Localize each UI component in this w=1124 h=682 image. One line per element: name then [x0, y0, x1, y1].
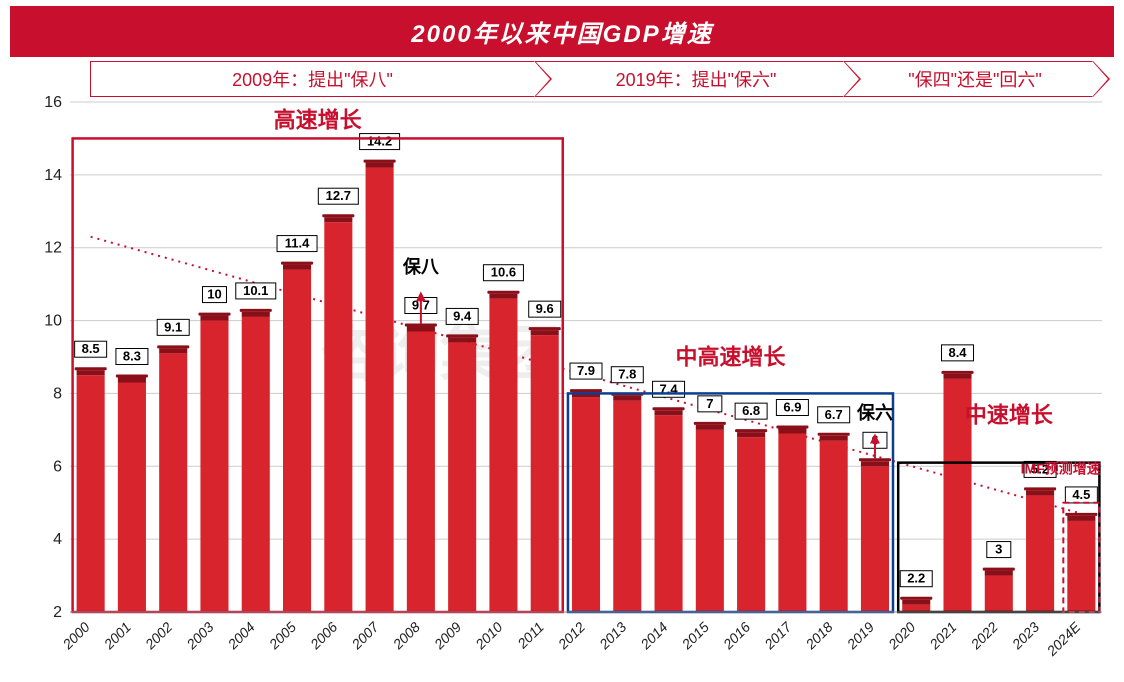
svg-text:8.4: 8.4: [948, 345, 967, 360]
tab-2009-bao-ba: 2009年：提出"保八": [90, 61, 535, 97]
bar: [283, 270, 311, 612]
bar: [737, 437, 765, 612]
svg-text:2005: 2005: [265, 619, 299, 653]
bar: [1067, 521, 1095, 612]
svg-text:8: 8: [53, 385, 62, 402]
svg-text:2: 2: [53, 604, 62, 621]
svg-text:6.7: 6.7: [825, 407, 843, 422]
svg-text:9.6: 9.6: [536, 301, 554, 316]
bar: [448, 342, 476, 612]
bar: [820, 441, 848, 612]
svg-text:2014: 2014: [637, 619, 671, 653]
svg-text:11.4: 11.4: [285, 236, 310, 251]
svg-text:12: 12: [44, 240, 62, 257]
bar: [861, 466, 889, 612]
svg-text:9.4: 9.4: [453, 308, 472, 323]
svg-text:12.7: 12.7: [326, 188, 351, 203]
annotation-label: 保六: [856, 402, 893, 423]
svg-text:2002: 2002: [141, 619, 175, 653]
svg-text:2009: 2009: [430, 619, 464, 653]
annotation-label: 保八: [402, 256, 440, 277]
svg-text:2012: 2012: [554, 619, 588, 653]
svg-text:2018: 2018: [802, 619, 836, 653]
svg-text:2021: 2021: [926, 619, 960, 653]
svg-text:7.8: 7.8: [618, 367, 636, 382]
svg-text:7.9: 7.9: [577, 363, 595, 378]
svg-text:2017: 2017: [760, 618, 795, 653]
svg-text:2008: 2008: [389, 619, 423, 653]
bar: [159, 353, 187, 612]
tab-bao-si-hui-liu: "保四"还是"回六": [843, 61, 1093, 97]
bar: [531, 335, 559, 612]
svg-text:2006: 2006: [306, 619, 340, 653]
bar: [407, 332, 435, 613]
svg-text:10: 10: [44, 313, 62, 330]
svg-text:2016: 2016: [719, 619, 753, 653]
bar: [366, 168, 394, 612]
svg-text:14: 14: [44, 167, 62, 184]
svg-text:2001: 2001: [100, 619, 134, 653]
svg-text:2.2: 2.2: [907, 571, 925, 586]
bar: [778, 434, 806, 613]
gdp-chart: 2 4 6 8 10 12 14 16 8.5 8.3 9.1 10 10.1 11.4 12.7 14.2 9…: [20, 96, 1114, 672]
svg-text:6.9: 6.9: [783, 400, 801, 415]
svg-text:2023: 2023: [1008, 619, 1042, 653]
phase-title: 中高速增长: [675, 344, 786, 369]
bar: [985, 576, 1013, 612]
bar: [1026, 495, 1054, 612]
bar: [489, 299, 517, 612]
phase-title: 中速增长: [965, 403, 1054, 428]
bar: [613, 401, 641, 612]
svg-text:2004: 2004: [224, 619, 258, 653]
svg-text:2011: 2011: [514, 619, 547, 652]
svg-text:3: 3: [995, 542, 1002, 557]
svg-text:2020: 2020: [884, 619, 918, 653]
bar: [118, 383, 146, 613]
phase-tabs: 2009年：提出"保八" 2019年：提出"保六" "保四"还是"回六": [90, 61, 1114, 97]
tab-2019-bao-liu: 2019年：提出"保六": [534, 61, 844, 97]
svg-text:2015: 2015: [678, 619, 712, 653]
bar: [696, 430, 724, 612]
phase-title: 高速增长: [274, 108, 363, 133]
svg-text:14.2: 14.2: [367, 134, 392, 149]
svg-text:10.1: 10.1: [243, 283, 268, 298]
svg-text:2022: 2022: [967, 619, 1001, 653]
svg-text:2024E: 2024E: [1043, 618, 1084, 659]
bar: [572, 397, 600, 612]
svg-text:7: 7: [706, 396, 713, 411]
svg-text:4.5: 4.5: [1072, 487, 1090, 502]
chart-title: 2000年以来中国GDP增速: [10, 6, 1114, 57]
imf-forecast-label: IMF预测增速: [1021, 461, 1101, 477]
bar: [324, 222, 352, 612]
svg-text:2013: 2013: [595, 619, 629, 653]
svg-text:6.8: 6.8: [742, 403, 760, 418]
svg-text:4: 4: [53, 531, 62, 548]
bar: [242, 317, 270, 612]
bar: [655, 415, 683, 612]
bar: [200, 321, 228, 612]
svg-text:2019: 2019: [843, 619, 877, 653]
svg-text:8.5: 8.5: [82, 341, 100, 356]
svg-text:2003: 2003: [183, 619, 217, 653]
svg-text:2000: 2000: [59, 619, 93, 653]
svg-text:10: 10: [207, 287, 221, 302]
svg-text:2007: 2007: [348, 618, 383, 653]
svg-text:9.1: 9.1: [164, 319, 182, 334]
svg-text:2010: 2010: [472, 619, 506, 653]
svg-text:6: 6: [53, 458, 62, 475]
svg-text:10.6: 10.6: [491, 265, 516, 280]
bar: [77, 375, 105, 612]
svg-text:16: 16: [44, 96, 62, 111]
svg-text:8.3: 8.3: [123, 349, 141, 364]
